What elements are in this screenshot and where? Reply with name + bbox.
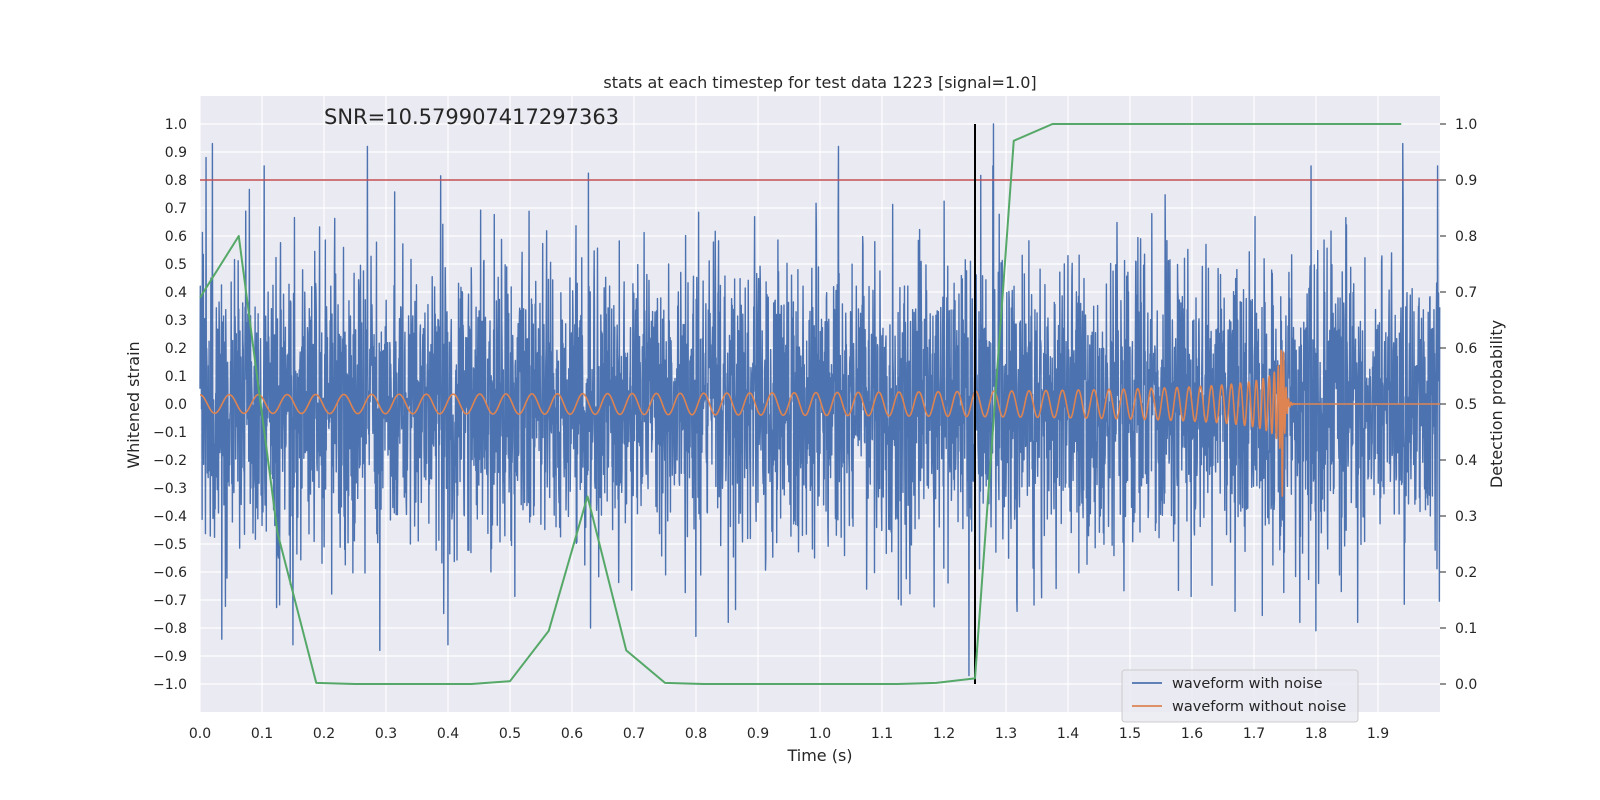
- x-tick-label: 1.8: [1305, 726, 1327, 742]
- x-tick-label: 0.5: [499, 726, 521, 742]
- x-tick-label: 0.6: [561, 726, 583, 742]
- x-tick-label: 1.3: [995, 726, 1017, 742]
- legend-label-clean: waveform without noise: [1172, 699, 1346, 715]
- x-tick-label: 0.2: [313, 726, 335, 742]
- x-tick-label: 0.9: [747, 726, 769, 742]
- x-tick-label: 0.8: [685, 726, 707, 742]
- x-tick-label: 1.5: [1119, 726, 1141, 742]
- x-tick-label: 1.0: [809, 726, 831, 742]
- y-tick-label: 0.5: [165, 257, 187, 273]
- y-tick-label: 0.2: [165, 341, 187, 357]
- y-tick-label: −0.9: [153, 649, 187, 665]
- y-tick-label: −0.6: [153, 565, 187, 581]
- y-tick-label: 0.3: [165, 313, 187, 329]
- y2-tick-label: 0.7: [1455, 285, 1477, 301]
- series-waveform-without-noise: [199, 349, 1441, 497]
- y-tick-label: 0.9: [165, 145, 187, 161]
- x-tick-label: 1.2: [933, 726, 955, 742]
- y-tick-label: −0.7: [153, 593, 187, 609]
- series-waveform-with-noise: [199, 123, 1441, 677]
- y2-tick-label: 0.6: [1455, 341, 1477, 357]
- y2-tick-label: 0.8: [1455, 229, 1477, 245]
- y-tick-label: 0.6: [165, 229, 187, 245]
- x-tick-label: 0.0: [189, 726, 211, 742]
- x-tick-label: 1.7: [1243, 726, 1265, 742]
- series-detection-probability: [199, 123, 1402, 685]
- ticks: 0.0 0.1 0.2 0.3 0.4 0.5 0.6 0.7 0.8 0.9 1.0 1.1 1.2 1…: [153, 117, 1477, 742]
- x-tick-label: 1.6: [1181, 726, 1203, 742]
- y2-tick-label: 0.2: [1455, 565, 1477, 581]
- y-tick-label: 0.0: [165, 397, 187, 413]
- y-tick-label: −0.2: [153, 453, 187, 469]
- y2-tick-label: 0.0: [1455, 677, 1477, 693]
- chart-title: stats at each timestep for test data 122…: [603, 73, 1036, 92]
- y-tick-label: −0.5: [153, 537, 187, 553]
- x-tick-label: 0.7: [623, 726, 645, 742]
- y2-tick-label: 0.5: [1455, 397, 1477, 413]
- x-tick-label: 1.9: [1367, 726, 1389, 742]
- x-tick-label: 0.1: [251, 726, 273, 742]
- legend: waveform with noise waveform without noi…: [1121, 669, 1359, 723]
- legend-box: [1121, 669, 1359, 723]
- y2-tick-label: 1.0: [1455, 117, 1477, 133]
- x-axis-label: Time (s): [786, 746, 852, 765]
- y-tick-label: −1.0: [153, 677, 187, 693]
- y2-axis-label: Detection probability: [1487, 320, 1506, 488]
- x-tick-label: 1.4: [1057, 726, 1079, 742]
- x-tick-label: 0.3: [375, 726, 397, 742]
- y2-tick-label: 0.4: [1455, 453, 1477, 469]
- y-tick-label: −0.1: [153, 425, 187, 441]
- x-tick-label: 1.1: [871, 726, 893, 742]
- y-tick-label: −0.8: [153, 621, 187, 637]
- y2-tick-label: 0.3: [1455, 509, 1477, 525]
- y-tick-label: −0.3: [153, 481, 187, 497]
- y-tick-label: 0.8: [165, 173, 187, 189]
- y-tick-label: 0.1: [165, 369, 187, 385]
- y-tick-label: −0.4: [153, 509, 187, 525]
- y2-tick-label: 0.1: [1455, 621, 1477, 637]
- y-tick-label: 1.0: [165, 117, 187, 133]
- snr-annotation: SNR=10.579907417297363: [324, 105, 619, 129]
- y2-tick-label: 0.9: [1455, 173, 1477, 189]
- x-tick-label: 0.4: [437, 726, 459, 742]
- legend-label-noise: waveform with noise: [1172, 676, 1323, 692]
- y-axis-label: Whitened strain: [124, 341, 143, 468]
- y-tick-label: 0.4: [165, 285, 187, 301]
- series-layer: [199, 123, 1441, 685]
- y-tick-label: 0.7: [165, 201, 187, 217]
